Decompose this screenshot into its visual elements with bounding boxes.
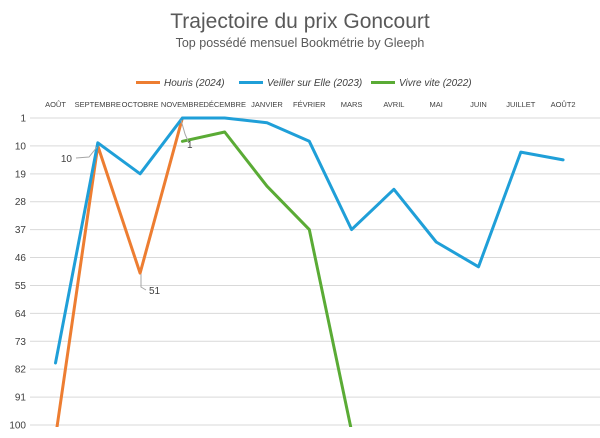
y-tick-label-10: 10 xyxy=(15,141,27,152)
series-line-houris-2024 xyxy=(55,116,184,427)
x-tick-label-novembre: NOVEMBRE xyxy=(161,100,204,109)
leader-line-houris-novembre xyxy=(180,119,189,142)
x-tick-label-juillet: JUILLET xyxy=(506,100,536,109)
x-tick-label-aout: AOÛT xyxy=(45,100,66,109)
x-tick-label-octobre: OCTOBRE xyxy=(122,100,159,109)
y-tick-label-1: 1 xyxy=(20,114,26,125)
x-tick-label-mars: MARS xyxy=(341,100,363,109)
x-axis-labels: AOÛT SEPTEMBRE OCTOBRE NOVEMBRE DÉCEMBRE JANV… xyxy=(45,100,576,109)
y-tick-label-82: 82 xyxy=(15,365,27,376)
legend-label-houris: Houris (2024) xyxy=(164,78,225,89)
chart-title: Trajectoire du prix Goncourt xyxy=(170,10,430,33)
y-tick-label-100: 100 xyxy=(9,421,26,432)
y-tick-label-91: 91 xyxy=(15,393,27,404)
y-tick-label-37: 37 xyxy=(15,225,27,236)
annotation-layer: 10 51 1 xyxy=(61,119,193,297)
series-line-vivre-vite-2022 xyxy=(180,130,353,427)
leader-line-houris-septembre xyxy=(75,146,98,159)
y-tick-label-73: 73 xyxy=(15,337,27,348)
y-tick-label-46: 46 xyxy=(15,253,27,264)
grid-layer xyxy=(30,117,600,426)
y-tick-label-28: 28 xyxy=(15,197,27,208)
legend-label-vivre-vite: Vivre vite (2022) xyxy=(399,78,472,89)
leader-line-houris-octobre xyxy=(140,274,147,291)
series-line-veiller-sur-elle-2023 xyxy=(54,116,565,365)
data-label-houris-septembre: 10 xyxy=(61,154,73,165)
x-tick-label-decembre: DÉCEMBRE xyxy=(203,100,246,109)
x-tick-label-avril: AVRIL xyxy=(383,100,404,109)
legend-label-veiller-sur-elle: Veiller sur Elle (2023) xyxy=(267,78,362,89)
chart-subtitle: Top possédé mensuel Bookmétrie by Gleeph xyxy=(176,36,425,50)
y-tick-label-64: 64 xyxy=(15,309,27,320)
data-label-houris-novembre: 1 xyxy=(187,140,193,151)
legend: Houris (2024) Veiller sur Elle (2023) Vi… xyxy=(136,78,472,89)
x-tick-label-juin: JUIN xyxy=(470,100,487,109)
y-axis-labels: 1 10 19 28 37 46 55 64 73 82 91 100 xyxy=(9,114,26,432)
data-label-houris-octobre: 51 xyxy=(149,286,161,297)
y-tick-label-55: 55 xyxy=(15,281,27,292)
x-tick-label-aout2: AOÛT2 xyxy=(551,100,576,109)
x-tick-label-septembre: SEPTEMBRE xyxy=(75,100,121,109)
series-layer xyxy=(54,116,565,427)
x-tick-label-fevrier: FÉVRIER xyxy=(293,100,326,109)
x-tick-label-mai: MAI xyxy=(430,100,443,109)
x-tick-label-janvier: JANVIER xyxy=(251,100,283,109)
y-tick-label-19: 19 xyxy=(15,169,27,180)
